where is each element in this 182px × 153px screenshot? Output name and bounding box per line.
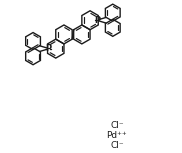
- Text: P: P: [95, 16, 101, 25]
- Text: Cl⁻: Cl⁻: [110, 141, 124, 150]
- Text: Cl⁻: Cl⁻: [110, 121, 124, 130]
- Text: Pd⁺⁺: Pd⁺⁺: [106, 131, 127, 140]
- Text: P: P: [45, 44, 51, 53]
